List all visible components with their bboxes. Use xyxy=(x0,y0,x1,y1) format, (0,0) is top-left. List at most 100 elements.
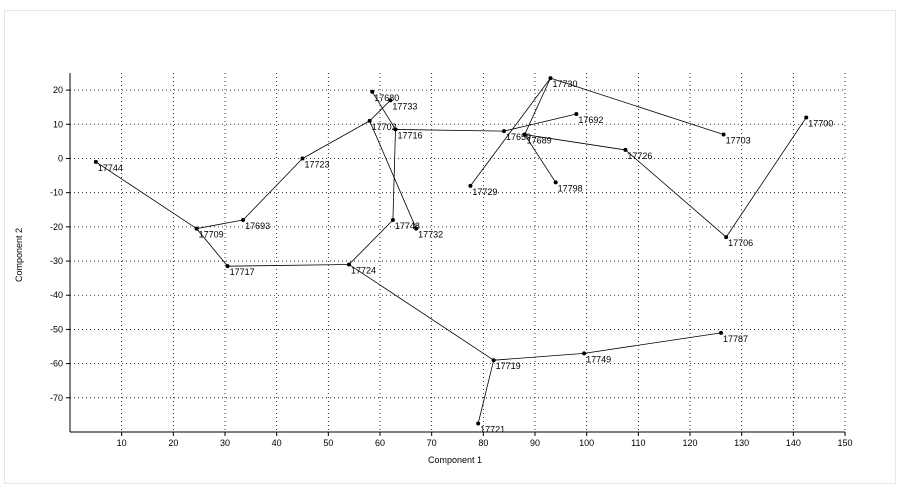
point-label: 17724 xyxy=(351,265,376,275)
edge-line xyxy=(348,219,394,265)
point-label: 17744 xyxy=(98,163,123,173)
edge-line xyxy=(395,129,505,132)
point-label: 17733 xyxy=(392,101,417,111)
edge-line xyxy=(95,161,197,229)
data-point xyxy=(476,421,481,426)
data-point xyxy=(367,118,372,123)
edge-line xyxy=(524,77,551,135)
x-tick-label: 90 xyxy=(530,438,540,448)
data-point xyxy=(574,112,579,117)
data-point xyxy=(522,132,527,137)
point-label: 17748 xyxy=(395,221,420,231)
point-label: 17719 xyxy=(496,361,521,371)
point-label: 17706 xyxy=(728,238,753,248)
edge-layer xyxy=(95,77,807,424)
point-label: 17729 xyxy=(472,187,497,197)
edge-line xyxy=(550,77,724,135)
x-tick-label: 20 xyxy=(168,438,178,448)
edge-line xyxy=(725,117,807,238)
edge-line xyxy=(369,120,417,229)
data-point xyxy=(582,351,587,356)
point-label: 17692 xyxy=(578,115,603,125)
data-point xyxy=(804,115,809,120)
point-label: 17749 xyxy=(586,354,611,364)
edge-line xyxy=(302,120,370,159)
chart-frame xyxy=(4,10,896,484)
edge-line xyxy=(227,264,350,267)
data-point xyxy=(548,76,553,81)
data-point xyxy=(414,226,419,231)
data-point xyxy=(300,156,305,161)
x-tick-label: 80 xyxy=(478,438,488,448)
x-tick-label: 150 xyxy=(837,438,852,448)
y-tick-label: -10 xyxy=(50,188,63,198)
data-point xyxy=(370,89,375,94)
x-tick-label: 70 xyxy=(427,438,437,448)
y-tick-label: -40 xyxy=(50,290,63,300)
x-tick-label: 120 xyxy=(682,438,697,448)
x-tick-label: 10 xyxy=(117,438,127,448)
edge-line xyxy=(625,149,727,238)
point-label: 17659 xyxy=(506,132,531,142)
point-label: 17680 xyxy=(374,93,399,103)
data-point xyxy=(388,98,393,103)
x-tick-label: 130 xyxy=(734,438,749,448)
y-tick-label: 20 xyxy=(53,85,63,95)
x-tick-label: 60 xyxy=(375,438,385,448)
x-tick-label: 30 xyxy=(220,438,230,448)
edge-line xyxy=(392,129,396,221)
data-point xyxy=(225,264,230,269)
edge-line xyxy=(242,158,303,221)
data-point xyxy=(468,183,473,188)
point-label: 17798 xyxy=(558,183,583,193)
edge-line xyxy=(524,134,557,183)
data-point xyxy=(241,218,246,223)
x-tick-label: 50 xyxy=(323,438,333,448)
data-point xyxy=(93,159,98,164)
point-label: 17703 xyxy=(726,136,751,146)
point-label: 17730 xyxy=(553,79,578,89)
point-label: 17693 xyxy=(245,221,270,231)
point-label: 17689 xyxy=(527,136,552,146)
edge-line xyxy=(503,113,577,132)
point-label: 17716 xyxy=(398,130,423,140)
point-label: 17723 xyxy=(305,159,330,169)
x-tick-label: 100 xyxy=(579,438,594,448)
edge-line xyxy=(493,352,585,361)
grid-layer xyxy=(70,73,846,432)
y-tick-label: -60 xyxy=(50,359,63,369)
data-point xyxy=(491,358,496,363)
data-point xyxy=(719,330,723,335)
edge-line xyxy=(348,264,494,361)
y-tick-label: 10 xyxy=(53,119,63,129)
point-label: 17726 xyxy=(627,151,652,161)
data-point xyxy=(623,147,628,152)
y-axis-title: Component 2 xyxy=(14,228,24,282)
point-label: 17732 xyxy=(418,230,443,240)
y-tick-label: 0 xyxy=(58,153,63,163)
data-point xyxy=(721,132,726,137)
data-point xyxy=(724,235,729,240)
point-label: 17721 xyxy=(480,424,505,434)
data-point xyxy=(347,262,351,267)
edge-line xyxy=(196,228,228,267)
x-axis-title: Component 1 xyxy=(428,455,482,465)
edge-line xyxy=(470,77,551,187)
point-label: 17709 xyxy=(199,230,224,240)
point-label: 17700 xyxy=(808,118,833,128)
edge-line xyxy=(196,219,244,229)
point-layer xyxy=(93,76,809,426)
edge-line xyxy=(477,360,495,424)
point-label: 17717 xyxy=(230,267,255,277)
edge-line xyxy=(524,134,626,151)
x-tick-label: 40 xyxy=(272,438,282,448)
edge-line xyxy=(584,332,722,354)
data-point xyxy=(393,127,398,132)
x-tick-label: 140 xyxy=(786,438,801,448)
edge-line xyxy=(371,91,396,130)
data-point xyxy=(553,180,558,185)
label-layer: 17744 17709 17693 17717 17723 17724 17702 17680… xyxy=(98,79,833,434)
y-tick-label: -20 xyxy=(50,222,63,232)
y-tick-label: -50 xyxy=(50,324,63,334)
